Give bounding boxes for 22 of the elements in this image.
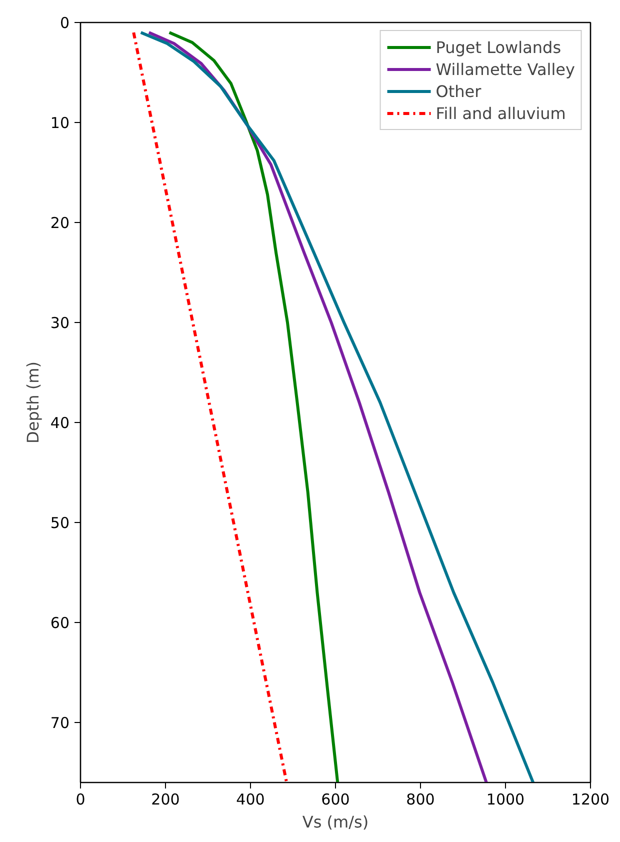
y-tick-label: 20 [50,214,70,232]
y-axis-title: Depth (m) [23,362,42,444]
y-tick-label: 50 [50,514,70,532]
legend-label: Other [436,82,482,100]
x-tick-label: 1000 [486,790,525,808]
x-tick-label: 800 [406,790,435,808]
x-tick-label: 400 [236,790,265,808]
legend-label: Willamette Valley [436,60,575,78]
y-tick-label: 40 [50,414,70,432]
legend-label: Puget Lowlands [436,38,562,56]
x-tick-label: 600 [321,790,350,808]
y-tick-label: 0 [60,14,70,32]
x-tick-label: 200 [151,790,180,808]
x-tick-label: 0 [76,790,86,808]
x-tick-label: 1200 [571,790,610,808]
line-series [168,31,340,782]
y-tick-label: 70 [50,714,70,732]
y-tick-label: 10 [50,114,70,132]
y-tick-label: 60 [50,614,70,632]
legend-label: Fill and alluvium [436,104,566,122]
y-tick-label: 30 [50,314,70,332]
x-axis-title: Vs (m/s) [302,812,369,832]
